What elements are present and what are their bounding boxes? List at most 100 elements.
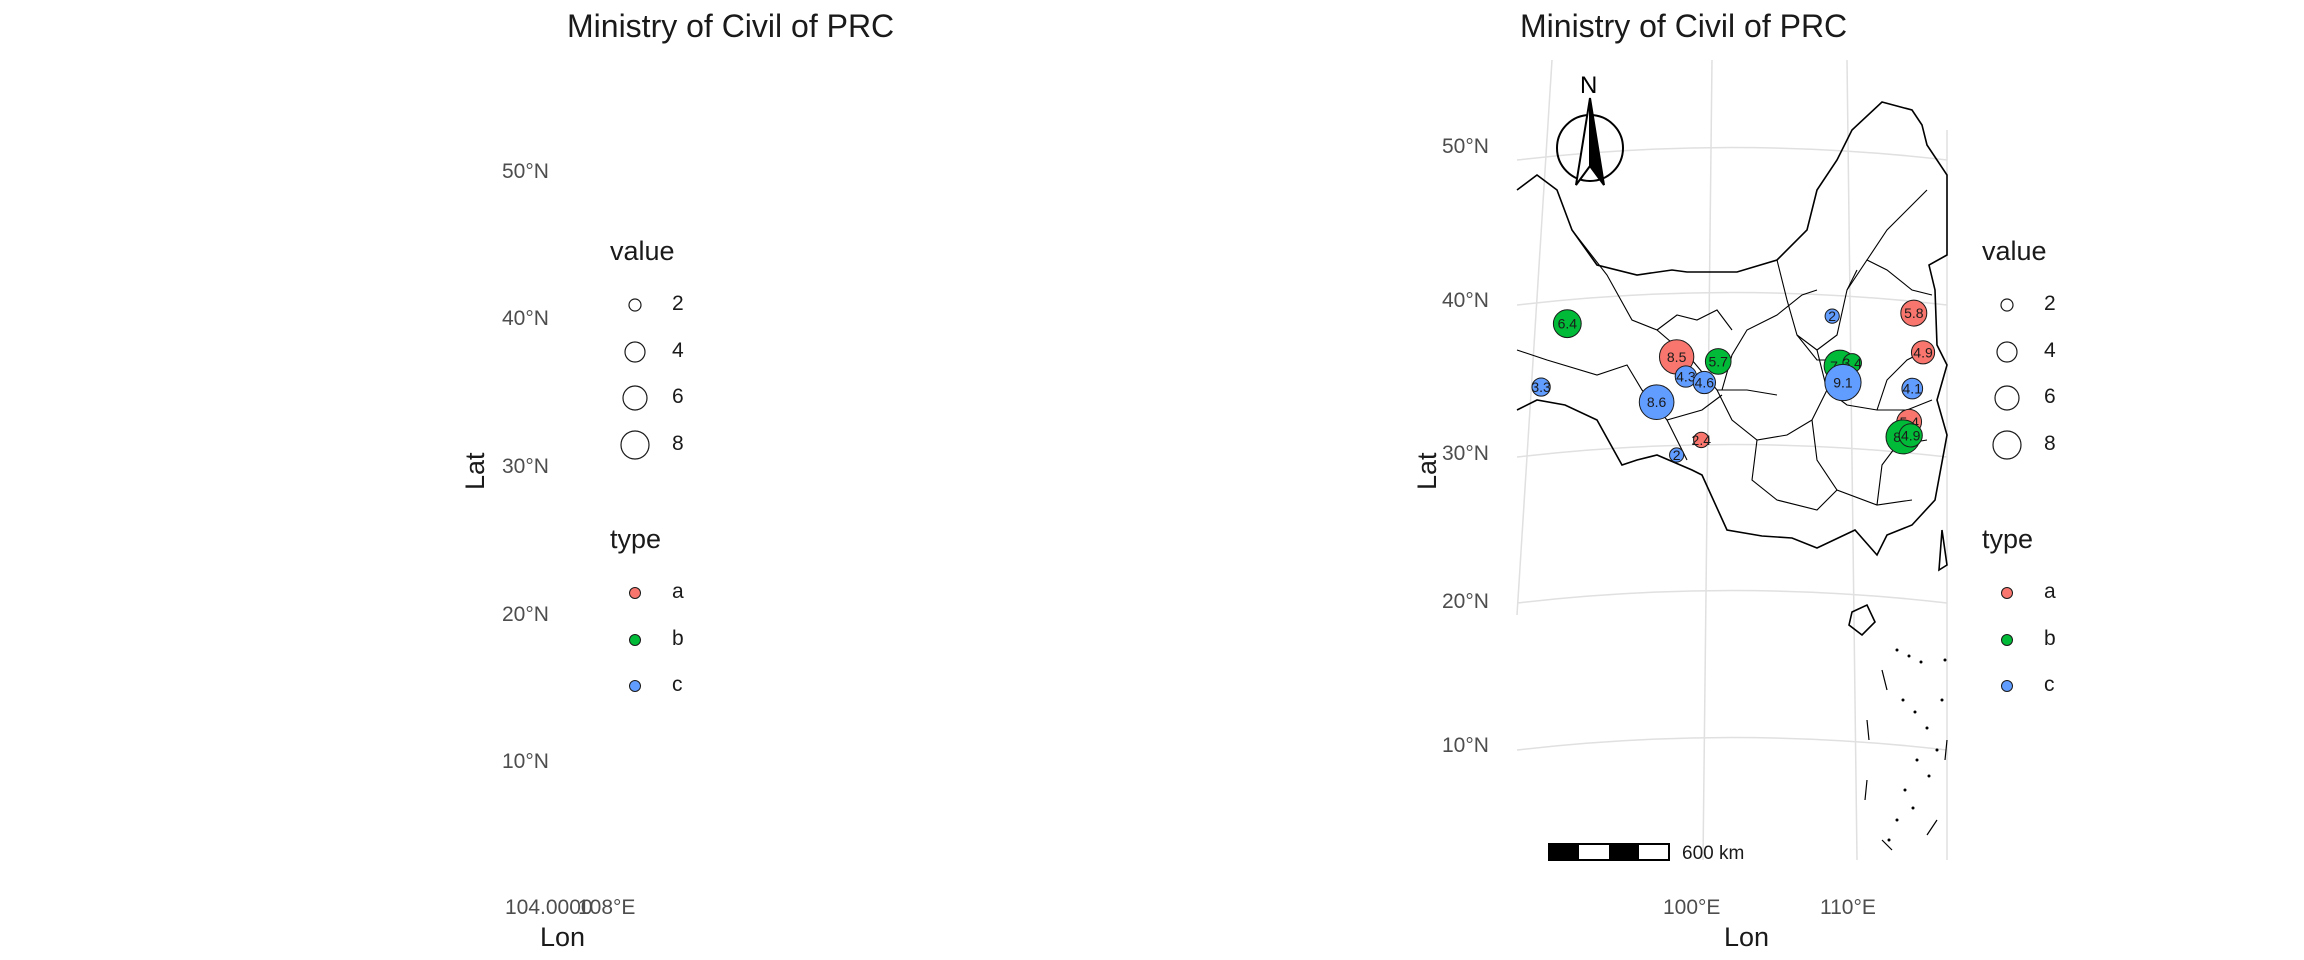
size-key-4: [624, 341, 646, 363]
size-key-8: [1992, 430, 2022, 460]
data-point-c: 9.1: [1824, 363, 1862, 402]
data-point-marker: [1531, 377, 1551, 397]
y-tick-label: 40°N: [1442, 289, 1489, 312]
data-point-a: 5.8: [1900, 299, 1928, 327]
china-map: [1516, 101, 1948, 851]
legend-type-label: b: [2044, 627, 2056, 650]
y-tick-label: 30°N: [502, 455, 549, 478]
province-border: [1846, 259, 1933, 296]
size-key-2: [2000, 298, 2014, 312]
data-point-marker: [1900, 299, 1928, 327]
legend-size-label: 4: [2044, 339, 2056, 362]
data-point-marker: [1824, 363, 1862, 402]
x-axis-title: Lon: [1724, 922, 1770, 952]
parallel-30: [1516, 443, 1948, 458]
data-point-c: 4.3: [1674, 365, 1698, 388]
data-point-label: 3.3: [1531, 379, 1551, 395]
legend-type-title: type: [1982, 524, 2034, 554]
data-point-marker: [1638, 384, 1675, 421]
data-point-label: 4.6: [1695, 375, 1715, 391]
province-border: [1656, 309, 1733, 331]
x-tick-label: 104.0000: [505, 896, 593, 919]
legend-type-label: c: [2044, 673, 2055, 696]
north-arrow-label: N: [1580, 72, 1598, 99]
meridian-110: [1846, 59, 1858, 861]
data-point-a: 2.4: [1692, 431, 1711, 449]
legend-size-label: 2: [672, 292, 684, 315]
data-point-c: 4.6: [1692, 370, 1716, 395]
island-hainan: [1848, 603, 1876, 637]
legend-size-title: value: [610, 236, 675, 266]
data-point-marker: [1824, 308, 1840, 324]
data-point-label: 5.7: [1708, 353, 1728, 369]
legend-type-label: a: [672, 580, 684, 603]
data-points-layer: 8.52.45.84.95.46.45.77.63.48.44.93.38.64…: [1531, 299, 1936, 463]
data-point-a: 4.9: [1910, 340, 1936, 365]
north-arrow-icon: [1556, 97, 1624, 186]
parallel-50: [1516, 146, 1948, 161]
province-border: [1516, 349, 1723, 421]
size-legend-keys: [1992, 298, 2022, 460]
meridian-100: [1702, 59, 1713, 861]
legend-size-label: 8: [2044, 432, 2056, 455]
data-point-c: 2: [1669, 447, 1685, 463]
legend-size-label: 2: [2044, 292, 2056, 315]
data-point-marker: [1898, 423, 1923, 448]
meridian-90: [1516, 59, 1553, 616]
y-axis-title: Lat: [1412, 452, 1442, 490]
y-tick-label: 10°N: [502, 750, 549, 773]
data-point-marker: [1693, 431, 1710, 449]
size-key-6: [622, 385, 648, 411]
country-outline: [1516, 101, 1948, 557]
data-point-c: 2: [1824, 308, 1840, 324]
data-point-marker: [1669, 447, 1685, 463]
type-key-b: [2001, 634, 2013, 646]
y-tick-label: 20°N: [502, 603, 549, 626]
legend-type-label: a: [2044, 580, 2056, 603]
data-point-c: 3.3: [1531, 377, 1551, 397]
data-point-label: 8.5: [1667, 349, 1687, 365]
x-tick-label: 100°E: [1663, 896, 1721, 919]
scale-bar-label: 600 km: [1682, 843, 1745, 864]
data-point-marker: [1704, 348, 1732, 375]
data-point-label: 2: [1673, 447, 1681, 463]
y-tick-label: 10°N: [1442, 734, 1489, 757]
legend-type-title: type: [610, 524, 662, 554]
data-point-label: 4.1: [1903, 381, 1923, 397]
data-point-b: 4.9: [1898, 423, 1923, 448]
map-panel-right: Ministry of Civil of PRC: [1152, 0, 2304, 960]
data-point-marker: [1910, 340, 1936, 365]
parallel-20: [1516, 589, 1948, 604]
x-tick-label: 108°E: [578, 896, 636, 919]
data-point-c: 8.6: [1638, 384, 1675, 421]
size-key-6: [1994, 385, 2020, 411]
data-point-b: 5.7: [1704, 348, 1732, 375]
data-point-marker: [1692, 370, 1716, 395]
y-tick-label: 20°N: [1442, 590, 1489, 613]
data-point-label: 4.3: [1676, 369, 1696, 385]
type-key-c: [2001, 680, 2013, 692]
type-legend-keys: [629, 587, 641, 692]
data-point-b: 6.4: [1552, 309, 1582, 339]
data-point-label: 5.8: [1904, 305, 1924, 321]
size-legend-keys: [620, 298, 650, 460]
data-point-label: 4.9: [1901, 427, 1921, 443]
type-key-a: [629, 587, 641, 599]
data-point-label: 4.9: [1913, 344, 1933, 360]
size-key-4: [1996, 341, 2018, 363]
data-point-marker: [1552, 309, 1582, 339]
y-tick-label: 30°N: [1442, 442, 1489, 465]
chart-title: Ministry of Civil of PRC: [567, 8, 895, 44]
scale-bar: [1548, 843, 1670, 861]
size-key-2: [628, 298, 642, 312]
y-tick-label: 50°N: [502, 160, 549, 183]
nine-dash-line: [1864, 669, 1948, 851]
legend-size-label: 8: [672, 432, 684, 455]
province-border: [1751, 439, 1838, 511]
type-key-a: [2001, 587, 2013, 599]
x-tick-label: 110°E: [1820, 896, 1876, 919]
legend-type-label: b: [672, 627, 684, 650]
y-axis-title: Lat: [460, 452, 490, 490]
data-point-label: 8.6: [1647, 394, 1667, 410]
map-panel-left: Ministry of Civil of PRC 50°N 40°N 30°N …: [460, 8, 895, 952]
